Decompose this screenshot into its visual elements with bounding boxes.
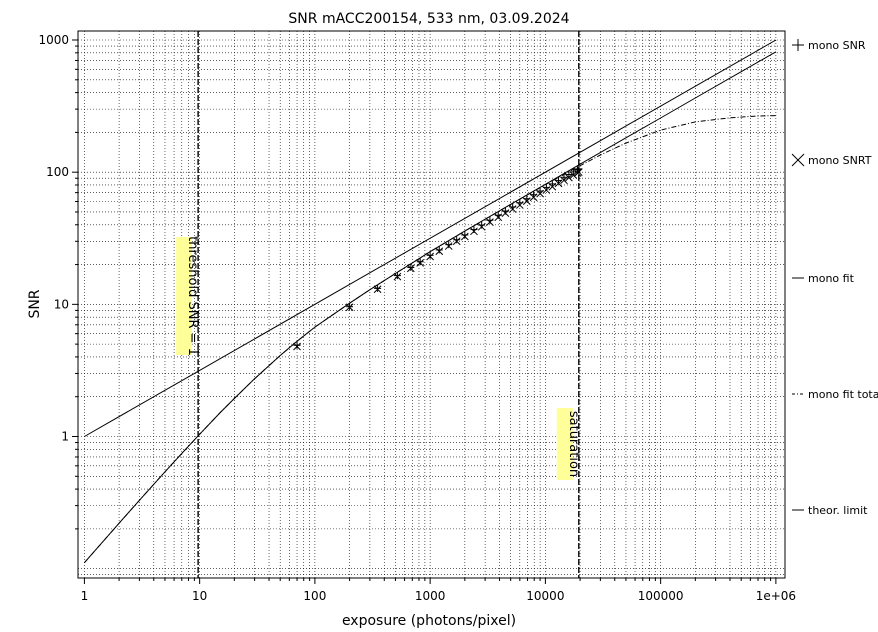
vertical-marker-label-bg [556,408,573,480]
mono-snrt-point [486,218,494,226]
mono-snrt-point [293,342,301,351]
x-tick-label: 10000 [526,589,564,603]
legend-entry: mono fit [792,272,855,285]
legend-entry: theor. limit [792,504,868,517]
legend-entry: mono fit total [792,388,878,401]
mono-snrt-point [416,259,425,267]
mono-snrt-point [522,197,531,205]
mono-snrt-point [548,182,557,191]
mono-snrt-point [345,303,354,312]
chart-title: SNR mACC200154, 533 nm, 03.09.2024 [288,11,569,27]
vertical-markers: threshold SNR = 1 saturation [176,31,581,578]
x-tick-label: 1e+06 [756,589,796,603]
vertical-marker-label-bg [176,237,193,355]
x-axis-ticks: 1 10 100 1000 10000 100000 1e+06 [81,578,796,603]
legend-entry: mono SNRT [791,153,872,167]
mono-snrt-point [501,209,510,217]
curve-theor-limit [84,39,777,437]
mono-snrt-point [470,227,478,236]
vertical-marker-label: threshold SNR = 1 [185,236,200,356]
y-tick-label: 10 [54,297,69,311]
mono-snrt-point [494,213,503,222]
curve-mono-fit-total [84,115,776,564]
legend-label: theor. limit [808,504,868,517]
data-markers [293,165,583,351]
mono-snr-point [407,264,415,272]
x-axis-label: exposure (photons/pixel) [342,613,516,629]
mono-snrt-point [574,168,583,177]
mono-snrt-point [460,232,469,241]
mono-snrt-point [393,272,402,281]
x-tick-label: 100 [303,589,326,603]
legend-entry: mono SNR [792,39,866,52]
mono-snrt-point [565,173,573,182]
mono-snr-point [374,284,382,292]
mono-snr-point [416,258,424,266]
mono-snr-point [453,236,461,244]
mono-snrt-point [508,205,517,213]
mono-snrt-point [569,171,578,179]
mono-snr-point [393,272,401,280]
x-tick-label: 1 [81,589,89,603]
mono-snr-point [461,231,469,239]
y-axis-label: SNR [27,289,43,318]
mono-snrt-point [426,252,434,261]
mono-snrt-point [435,247,444,256]
mono-snrt-point [560,176,568,185]
mono-snrt-point [529,193,538,202]
y-tick-label: 100 [46,165,69,179]
mono-snrt-point [536,189,544,198]
mono-snr-point [435,246,443,254]
y-axis-ticks: 1 10 100 1000 [38,33,78,530]
curves [84,39,777,564]
legend: mono SNR mono SNRT mono fit mono fit total t… [791,39,878,517]
mono-snrt-point [477,222,486,231]
mono-snrt-point [452,237,461,246]
mono-snrt-point [373,285,382,294]
major-gridlines [78,31,785,578]
mono-snr-point [445,241,453,249]
legend-label: mono SNRT [808,154,872,167]
mono-snrt-point [554,179,563,188]
vertical-marker-label: saturation [566,411,581,477]
y-tick-label: 1000 [38,33,69,47]
mono-snrt-point [542,186,551,194]
mono-snrt-point [515,201,524,209]
mono-snr-point [574,166,582,174]
mono-snrt-point [444,242,453,250]
x-tick-label: 100000 [638,589,684,603]
legend-label: mono fit [808,272,855,285]
legend-label: mono fit total [808,388,878,401]
legend-label: mono SNR [808,39,866,52]
mono-snr-point [565,171,573,179]
x-tick-label: 10 [192,589,207,603]
mono-snr-point [293,341,301,349]
mono-snr-point [426,251,434,259]
x-tick-label: 1000 [415,589,446,603]
mono-snrt-point [406,264,415,273]
y-tick-label: 1 [61,430,69,444]
